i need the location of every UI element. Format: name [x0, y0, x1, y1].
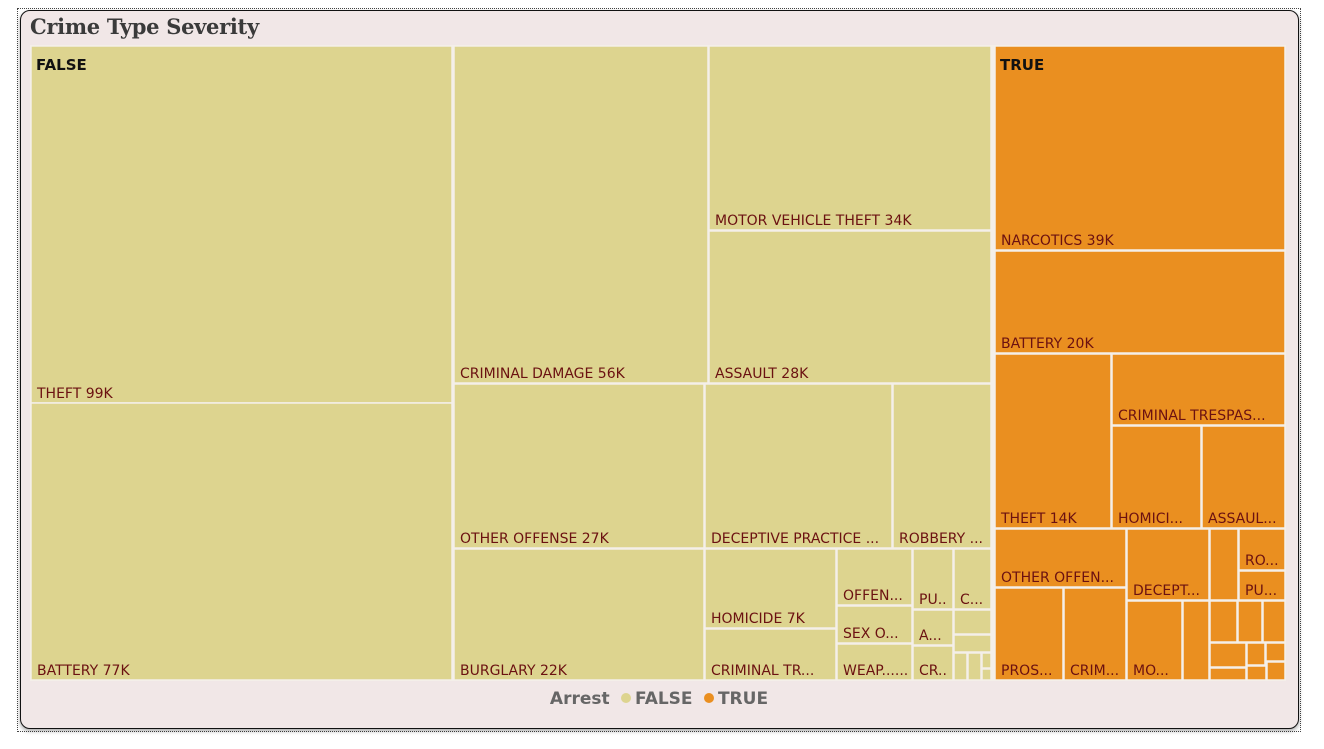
- treemap-cell-label: CRIMINAL TRESPAS...: [1118, 408, 1266, 424]
- treemap-cell-label: CRIMINAL TR...: [711, 663, 814, 679]
- treemap-cell-false-sex-offense[interactable]: [836, 605, 913, 644]
- treemap-cell-true-small-20[interactable]: [1246, 642, 1266, 666]
- visual-selection-frame: [17, 8, 1301, 732]
- treemap-cell-true-small-19[interactable]: [1209, 667, 1247, 681]
- treemap-cell-label: MO...: [1133, 663, 1169, 679]
- treemap-cell-true-theft[interactable]: [994, 353, 1112, 529]
- treemap-cell-true-battery[interactable]: [994, 250, 1286, 354]
- treemap-cell-label: PU..: [919, 592, 947, 608]
- treemap-cell-false-assault[interactable]: [708, 230, 992, 384]
- treemap-cell-false-battery[interactable]: [30, 402, 453, 681]
- treemap-cell-false-deceptive-practice[interactable]: [704, 383, 893, 549]
- treemap-cell-true-robbery[interactable]: [1238, 528, 1286, 571]
- treemap-cell-false-pu[interactable]: [912, 548, 954, 610]
- treemap-cell-label: OTHER OFFEN...: [1001, 570, 1114, 586]
- treemap-cell-label: CRIMINAL DAMAGE 56K: [460, 366, 626, 382]
- treemap-cell-true-assault[interactable]: [1201, 425, 1286, 529]
- treemap-cell-true-deceptive-practice[interactable]: [1126, 528, 1210, 601]
- treemap-cell-label: HOMICI...: [1118, 511, 1183, 527]
- treemap-cell-false-homicide[interactable]: [704, 548, 837, 629]
- treemap-cell-false-small-21[interactable]: [967, 652, 982, 681]
- treemap-cell-false-cr[interactable]: [912, 645, 954, 681]
- legend-item-false[interactable]: FALSE: [621, 689, 693, 709]
- treemap-cell-false-theft[interactable]: [30, 45, 453, 404]
- treemap-cell-label: THEFT 99K: [36, 386, 114, 402]
- treemap-cell-label: NARCOTICS 39K: [1001, 233, 1114, 249]
- treemap-cell-true-small-15[interactable]: [1209, 600, 1238, 643]
- treemap-cell-false-criminal-damage[interactable]: [453, 45, 709, 384]
- legend-swatch-true: [703, 693, 714, 703]
- treemap-cell-label: ASSAUL...: [1208, 511, 1277, 527]
- legend: Arrest FALSE TRUE: [0, 689, 1324, 709]
- treemap-cell-true-homicide[interactable]: [1111, 425, 1202, 529]
- treemap-cell-label: WEAP......: [843, 663, 908, 679]
- treemap-cell-label: OTHER OFFENSE 27K: [460, 531, 610, 547]
- treemap-cell-label: BURGLARY 22K: [460, 663, 568, 679]
- treemap-cell-label: ASSAULT 28K: [715, 366, 809, 382]
- treemap-cell-label: CRIM...: [1070, 663, 1119, 679]
- treemap-cell-false-small-19[interactable]: [953, 634, 992, 653]
- treemap-cell-true-small-21[interactable]: [1265, 642, 1286, 662]
- treemap-cell-false-small-18[interactable]: [953, 609, 992, 635]
- treemap-cell-true-criminal-damage[interactable]: [1063, 587, 1127, 681]
- chart-title: Crime Type Severity: [30, 14, 259, 39]
- treemap-cell-label: HOMICIDE 7K: [711, 611, 806, 627]
- treemap-cell-label: DECEPTIVE PRACTICE ...: [711, 531, 879, 547]
- treemap-cell-label: RO...: [1245, 553, 1279, 569]
- treemap-cell-true-small-22[interactable]: [1246, 665, 1267, 681]
- treemap-cell-true-small-16[interactable]: [1237, 600, 1263, 643]
- treemap-cell-true-other-offense[interactable]: [994, 528, 1127, 588]
- treemap-cell-false-small-20[interactable]: [953, 652, 968, 681]
- treemap-cell-false-weapons[interactable]: [836, 643, 913, 681]
- treemap-cell-label: ROBBERY ...: [899, 531, 983, 547]
- treemap-cell-label: C...: [960, 592, 983, 608]
- treemap-cell-label: OFFEN...: [843, 588, 903, 604]
- treemap-cell-label: MOTOR VEHICLE THEFT 34K: [715, 213, 912, 229]
- treemap-cell-false-offense[interactable]: [836, 548, 913, 606]
- treemap-cell-true-small-18[interactable]: [1209, 642, 1247, 668]
- treemap-cell-label: SEX O...: [843, 626, 899, 642]
- treemap-cell-true-small-17[interactable]: [1262, 600, 1286, 643]
- treemap-cell-false-motor-vehicle-theft[interactable]: [708, 45, 992, 231]
- legend-label-true: TRUE: [717, 689, 769, 709]
- treemap-cell-label: THEFT 14K: [1000, 511, 1078, 527]
- treemap-cell-false-a[interactable]: [912, 609, 954, 646]
- treemap-group-true: NARCOTICS 39K BATTERY 20K THEFT 14K CRIMINA…: [994, 45, 1286, 681]
- treemap-group-label-true: TRUE: [1000, 56, 1044, 74]
- treemap-group-label-false: FALSE: [36, 56, 87, 74]
- treemap-cell-label: BATTERY 20K: [1001, 336, 1094, 352]
- treemap-cell-true-motor-vehicle-theft[interactable]: [1126, 600, 1183, 681]
- treemap-cell-true-prostitution[interactable]: [994, 587, 1064, 681]
- treemap-cell-label: BATTERY 77K: [37, 663, 130, 679]
- legend-title: Arrest: [549, 689, 610, 709]
- legend-label-false: FALSE: [635, 689, 693, 709]
- treemap-cell-label: A...: [919, 628, 942, 644]
- treemap-cell-false-other-offense[interactable]: [453, 383, 705, 549]
- treemap-cell-true-small-23[interactable]: [1266, 661, 1286, 681]
- treemap-cell-true-narcotics[interactable]: [994, 45, 1286, 251]
- treemap-cell-false-small-23[interactable]: [981, 668, 992, 681]
- treemap-cell-true-small-13[interactable]: [1209, 528, 1239, 601]
- treemap-cell-label: PU...: [1245, 583, 1277, 599]
- treemap-cell-label: DECEPT...: [1133, 583, 1200, 599]
- treemap-cell-label: CR..: [919, 663, 947, 679]
- treemap-cell-false-criminal-trespass[interactable]: [704, 628, 837, 681]
- treemap-cell-false-robbery[interactable]: [892, 383, 992, 549]
- treemap-cell-label: PROS...: [1001, 663, 1052, 679]
- treemap-cell-false-burglary[interactable]: [453, 548, 705, 681]
- legend-item-true[interactable]: TRUE: [703, 689, 769, 709]
- legend-swatch-false: [621, 693, 632, 703]
- treemap-cell-true-pu[interactable]: [1238, 570, 1286, 601]
- treemap-cell-false-c[interactable]: [953, 548, 992, 610]
- treemap-cell-true-small-14[interactable]: [1182, 600, 1210, 681]
- treemap-cell-true-criminal-trespass[interactable]: [1111, 353, 1286, 426]
- treemap-group-false: THEFT 99K BATTERY 77K CRIMINAL DAMAGE 56K M…: [30, 45, 992, 681]
- treemap-cell-false-small-22[interactable]: [981, 652, 992, 669]
